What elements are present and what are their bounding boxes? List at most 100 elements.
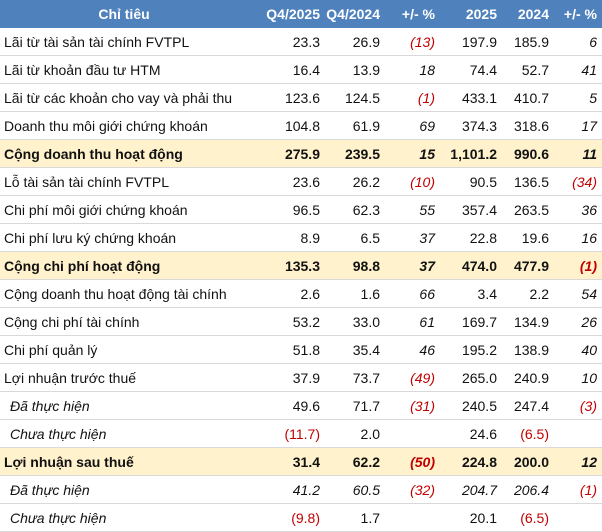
cell-value: 477.9 — [502, 251, 554, 280]
cell-value: 200.0 — [502, 447, 554, 476]
cell-value: (13) — [385, 28, 440, 56]
cell-value: 26.2 — [325, 167, 385, 196]
cell-value: 2.6 — [253, 279, 325, 308]
row-label: Lỗ tài sản tài chính FVTPL — [0, 167, 253, 196]
row-label: Chưa thực hiện — [0, 503, 253, 532]
cell-value: 61 — [385, 307, 440, 336]
cell-value: 60.5 — [325, 475, 385, 504]
table-row: Lợi nhuận sau thuế 31.4 62.2 (50) 224.8 200.0… — [0, 447, 602, 476]
column-header: 2024 — [502, 0, 554, 28]
table-row: Doanh thu môi giới chứng khoán 104.8 61.9 6… — [0, 111, 602, 140]
cell-value: 15 — [385, 139, 440, 168]
cell-value: 8.9 — [253, 223, 325, 252]
cell-value: 104.8 — [253, 111, 325, 140]
cell-value: 433.1 — [440, 83, 502, 112]
table-row: Cộng doanh thu hoạt động tài chính 2.6 1.6… — [0, 279, 602, 308]
row-label: Lợi nhuận trước thuế — [0, 363, 253, 392]
cell-value — [554, 503, 602, 532]
cell-value: 16.4 — [253, 55, 325, 84]
cell-value: 66 — [385, 279, 440, 308]
cell-value — [385, 419, 440, 448]
cell-value: 74.4 — [440, 55, 502, 84]
cell-value: 37 — [385, 223, 440, 252]
cell-value: 22.8 — [440, 223, 502, 252]
cell-value: 136.5 — [502, 167, 554, 196]
cell-value: 71.7 — [325, 391, 385, 420]
cell-value: 195.2 — [440, 335, 502, 364]
cell-value: (3) — [554, 391, 602, 420]
table-body: Lãi từ tài sản tài chính FVTPL 23.3 26.9 (1… — [0, 28, 602, 532]
cell-value: 53.2 — [253, 307, 325, 336]
table-row: Chi phí lưu ký chứng khoán 8.9 6.5 37 22.8 19… — [0, 223, 602, 252]
cell-value: 11 — [554, 139, 602, 168]
cell-value: (9.8) — [253, 503, 325, 532]
cell-value: 69 — [385, 111, 440, 140]
cell-value: 990.6 — [502, 139, 554, 168]
column-header: +/- % — [554, 0, 602, 28]
row-label: Lợi nhuận sau thuế — [0, 447, 253, 476]
cell-value: 123.6 — [253, 83, 325, 112]
cell-value: (10) — [385, 167, 440, 196]
table-row: Chi phí môi giới chứng khoán 96.5 62.3 55 35… — [0, 195, 602, 224]
cell-value: 247.4 — [502, 391, 554, 420]
cell-value: (6.5) — [502, 503, 554, 532]
cell-value: 138.9 — [502, 335, 554, 364]
cell-value: (31) — [385, 391, 440, 420]
cell-value: 1.6 — [325, 279, 385, 308]
table-row: Lợi nhuận trước thuế 37.9 73.7 (49) 265.0 240… — [0, 363, 602, 392]
cell-value: 46 — [385, 335, 440, 364]
cell-value: 135.3 — [253, 251, 325, 280]
cell-value: 20.1 — [440, 503, 502, 532]
cell-value: 374.3 — [440, 111, 502, 140]
cell-value: 35.4 — [325, 335, 385, 364]
row-label: Đã thực hiện — [0, 391, 253, 420]
table-row: Đã thực hiện 49.6 71.7 (31) 240.5 247.4 (3) — [0, 391, 602, 420]
cell-value: 61.9 — [325, 111, 385, 140]
cell-value — [385, 503, 440, 532]
cell-value: 1,101.2 — [440, 139, 502, 168]
row-label: Lãi từ khoản đầu tư HTM — [0, 55, 253, 84]
cell-value: 17 — [554, 111, 602, 140]
table-row: Cộng chi phí hoạt động 135.3 98.8 37 474.0 47… — [0, 251, 602, 280]
cell-value: 197.9 — [440, 28, 502, 56]
cell-value: 1.7 — [325, 503, 385, 532]
cell-value: 357.4 — [440, 195, 502, 224]
table-row: Chưa thực hiện (9.8) 1.7 20.1 (6.5) — [0, 503, 602, 532]
cell-value: 24.6 — [440, 419, 502, 448]
table-header: Chỉ tiêu Q4/2025 Q4/2024 +/- % 2025 2024 +/- % — [0, 0, 602, 28]
row-label: Chưa thực hiện — [0, 419, 253, 448]
table-row: Cộng chi phí tài chính 53.2 33.0 61 169.7 134… — [0, 307, 602, 336]
cell-value: 12 — [554, 447, 602, 476]
cell-value: 169.7 — [440, 307, 502, 336]
cell-value: (1) — [554, 475, 602, 504]
cell-value: 55 — [385, 195, 440, 224]
row-label: Chi phí môi giới chứng khoán — [0, 195, 253, 224]
cell-value: 19.6 — [502, 223, 554, 252]
cell-value: 240.9 — [502, 363, 554, 392]
cell-value: 90.5 — [440, 167, 502, 196]
cell-value: 18 — [385, 55, 440, 84]
cell-value: 265.0 — [440, 363, 502, 392]
cell-value: 124.5 — [325, 83, 385, 112]
cell-value: 62.3 — [325, 195, 385, 224]
cell-value: 13.9 — [325, 55, 385, 84]
table-row: Cộng doanh thu hoạt động 275.9 239.5 15 1,10… — [0, 139, 602, 168]
row-label: Chi phí quản lý — [0, 335, 253, 364]
row-label: Lãi từ các khoản cho vay và phải thu — [0, 83, 253, 112]
cell-value: (1) — [385, 83, 440, 112]
row-label: Doanh thu môi giới chứng khoán — [0, 111, 253, 140]
cell-value: 37.9 — [253, 363, 325, 392]
cell-value: 6.5 — [325, 223, 385, 252]
cell-value: 204.7 — [440, 475, 502, 504]
column-header: 2025 — [440, 0, 502, 28]
cell-value: 40 — [554, 335, 602, 364]
cell-value: 134.9 — [502, 307, 554, 336]
cell-value: (1) — [554, 251, 602, 280]
row-label: Cộng chi phí tài chính — [0, 307, 253, 336]
table-row: Lỗ tài sản tài chính FVTPL 23.6 26.2 (10) 90… — [0, 167, 602, 196]
cell-value: 98.8 — [325, 251, 385, 280]
column-header: +/- % — [385, 0, 440, 28]
cell-value: 10 — [554, 363, 602, 392]
cell-value — [554, 419, 602, 448]
